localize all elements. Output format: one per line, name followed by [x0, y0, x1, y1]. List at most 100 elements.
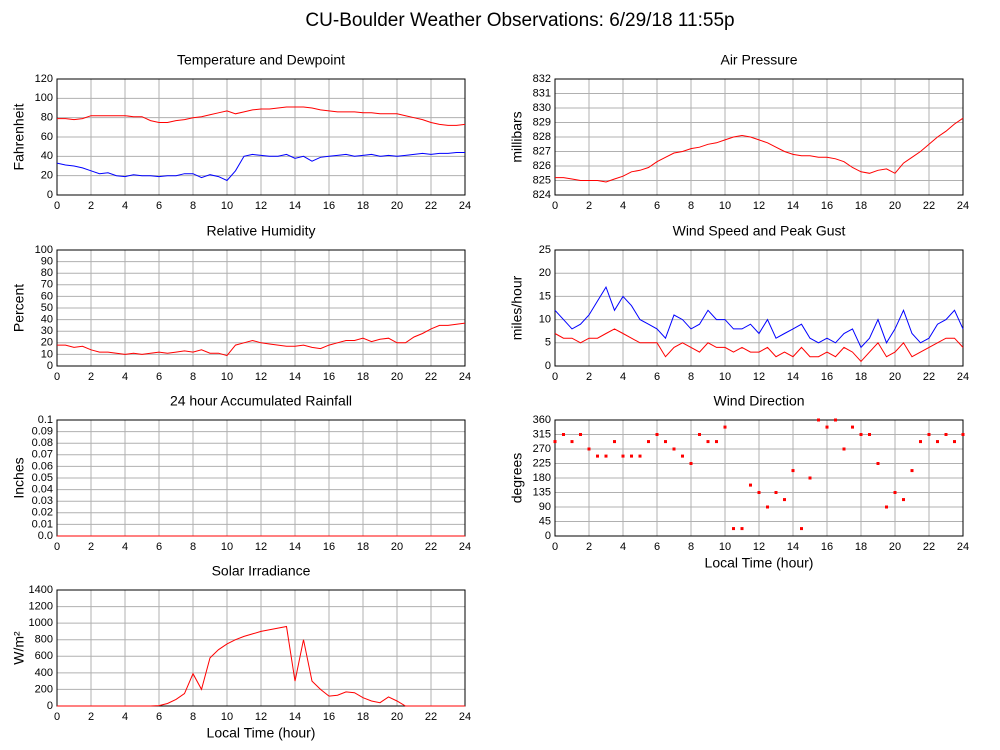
- y-axis-label: millibars: [509, 111, 525, 162]
- x-tick-label: 0: [54, 200, 60, 212]
- y-tick-label: 135: [533, 486, 551, 498]
- x-tick-label: 10: [719, 371, 731, 383]
- x-tick-label: 8: [688, 371, 694, 383]
- panel-title: Relative Humidity: [207, 223, 316, 239]
- point: [655, 433, 659, 436]
- point: [604, 454, 608, 458]
- y-tick-label: 600: [35, 650, 53, 662]
- x-tick-label: 20: [889, 371, 901, 383]
- y-tick-label: 15: [539, 290, 551, 302]
- y-tick-label: 360: [533, 414, 551, 426]
- y-tick-label: 200: [35, 683, 53, 695]
- x-tick-label: 20: [391, 711, 403, 723]
- y-tick-label: 826: [533, 160, 551, 172]
- point: [919, 440, 922, 444]
- point: [902, 498, 905, 502]
- y-tick-label: 40: [41, 314, 53, 326]
- y-tick-label: 0.0: [38, 530, 53, 542]
- point: [893, 491, 897, 494]
- y-tick-label: 0: [47, 189, 53, 201]
- y-tick-label: 0: [47, 700, 53, 712]
- x-tick-label: 14: [289, 200, 301, 212]
- point: [885, 505, 888, 509]
- x-tick-label: 2: [586, 541, 592, 553]
- y-tick-label: 828: [533, 131, 551, 143]
- x-tick-label: 12: [753, 371, 765, 383]
- x-tick-label: 22: [923, 371, 935, 383]
- y-axis-label: W/m²: [11, 631, 27, 665]
- point: [808, 476, 812, 480]
- point: [706, 440, 710, 444]
- x-tick-label: 18: [357, 711, 369, 723]
- y-tick-label: 0.03: [32, 495, 53, 507]
- panel-title: Wind Direction: [713, 393, 804, 409]
- y-tick-label: 90: [539, 501, 551, 513]
- point: [936, 440, 939, 444]
- x-tick-label: 12: [255, 371, 267, 383]
- x-tick-label: 2: [586, 200, 592, 212]
- x-tick-label: 16: [323, 711, 335, 723]
- x-tick-label: 24: [459, 200, 471, 212]
- panel-title: Solar Irradiance: [212, 563, 311, 579]
- x-tick-label: 14: [289, 541, 301, 553]
- y-tick-label: 20: [41, 170, 53, 182]
- point: [570, 440, 574, 444]
- point: [961, 433, 965, 436]
- panel-title: Air Pressure: [720, 52, 797, 68]
- y-tick-label: 20: [539, 267, 551, 279]
- x-tick-label: 18: [357, 200, 369, 212]
- point: [825, 425, 829, 429]
- x-tick-label: 8: [190, 711, 196, 723]
- y-tick-label: 30: [41, 325, 53, 337]
- x-tick-label: 6: [156, 711, 162, 723]
- point: [800, 527, 803, 531]
- y-tick-label: 10: [41, 348, 53, 360]
- x-tick-label: 12: [255, 200, 267, 212]
- y-tick-label: 25: [539, 244, 551, 256]
- point: [910, 469, 914, 473]
- x-tick-label: 4: [620, 200, 626, 212]
- y-tick-label: 824: [533, 189, 551, 201]
- y-tick-label: 100: [35, 244, 53, 256]
- y-tick-label: 0.07: [32, 449, 53, 461]
- x-axis-label: Local Time (hour): [705, 555, 814, 571]
- y-tick-label: 40: [41, 150, 53, 162]
- point: [638, 454, 642, 458]
- x-tick-label: 22: [923, 541, 935, 553]
- x-tick-label: 6: [156, 200, 162, 212]
- y-tick-label: 0.02: [32, 507, 53, 519]
- y-tick-label: 0.05: [32, 472, 53, 484]
- y-tick-label: 5: [545, 337, 551, 349]
- y-tick-label: 829: [533, 116, 551, 128]
- x-tick-label: 2: [586, 371, 592, 383]
- y-tick-label: 825: [533, 174, 551, 186]
- y-tick-label: 20: [41, 337, 53, 349]
- point: [851, 425, 854, 429]
- x-tick-label: 16: [821, 200, 833, 212]
- y-tick-label: 0.1: [38, 414, 53, 426]
- series-line: [57, 322, 466, 357]
- y-tick-label: 0.01: [32, 518, 53, 530]
- y-axis-label: Fahrenheit: [11, 103, 27, 170]
- point: [681, 454, 684, 458]
- y-tick-label: 315: [533, 428, 551, 440]
- point: [723, 425, 727, 429]
- plot-frame: [56, 589, 466, 707]
- point: [672, 447, 676, 451]
- y-tick-label: 45: [539, 515, 551, 527]
- plot-frame: [56, 249, 466, 367]
- series-line: [554, 285, 964, 349]
- point: [698, 433, 701, 436]
- series-line: [554, 328, 964, 363]
- point: [630, 454, 633, 458]
- x-tick-label: 4: [122, 541, 128, 553]
- y-tick-label: 10: [539, 314, 551, 326]
- y-tick-label: 0.09: [32, 426, 53, 438]
- y-tick-label: 400: [35, 667, 53, 679]
- y-tick-label: 1000: [29, 617, 53, 629]
- x-tick-label: 24: [459, 371, 471, 383]
- x-tick-label: 18: [357, 541, 369, 553]
- x-tick-label: 12: [255, 541, 267, 553]
- point: [740, 527, 744, 531]
- point: [562, 433, 565, 436]
